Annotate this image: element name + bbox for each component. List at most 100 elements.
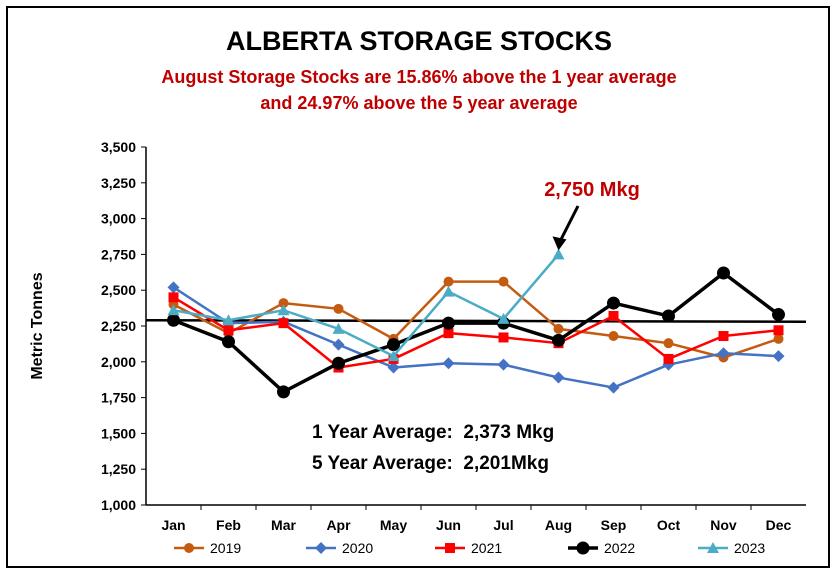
x-tick-label: Jan bbox=[161, 517, 185, 533]
data-point-2022 bbox=[332, 356, 345, 370]
data-point-2021 bbox=[663, 353, 674, 364]
legend-item-2021: 2021 bbox=[435, 540, 502, 556]
callout-arrow-head bbox=[552, 236, 567, 251]
y-tick-label: 3,500 bbox=[101, 139, 136, 155]
x-tick-label: Oct bbox=[657, 517, 681, 533]
data-point-2020 bbox=[607, 381, 620, 394]
data-point-2019 bbox=[498, 276, 509, 287]
data-point-2019 bbox=[443, 276, 454, 287]
data-point-2022 bbox=[607, 296, 620, 310]
data-point-2020 bbox=[552, 371, 565, 384]
data-point-2023 bbox=[497, 312, 510, 324]
data-point-2019 bbox=[773, 333, 784, 344]
x-tick-label: Sep bbox=[601, 517, 627, 533]
callout-label: 2,750 Mkg bbox=[544, 179, 640, 201]
data-point-2020 bbox=[497, 358, 510, 371]
data-point-2021 bbox=[718, 331, 729, 342]
data-point-2022 bbox=[662, 309, 675, 323]
data-point-2023 bbox=[387, 350, 400, 362]
data-point-2022 bbox=[167, 313, 180, 327]
y-tick-label: 1,500 bbox=[101, 425, 136, 441]
chart-series bbox=[167, 248, 785, 399]
x-tick-label: May bbox=[380, 517, 407, 533]
data-point-2023 bbox=[277, 304, 290, 316]
x-tick-label: Feb bbox=[216, 517, 241, 533]
data-point-2023 bbox=[552, 248, 565, 260]
y-tick-label: 1,750 bbox=[101, 390, 136, 406]
data-point-2021 bbox=[443, 328, 454, 339]
x-tick-label: Aug bbox=[545, 517, 572, 533]
data-point-2021 bbox=[223, 325, 234, 336]
data-point-2020 bbox=[167, 281, 180, 294]
legend-marker bbox=[184, 543, 194, 553]
x-tick-label: Jun bbox=[436, 517, 461, 533]
data-point-2021 bbox=[498, 332, 509, 343]
one-year-average-label: 1 Year Average: 2,373 Mkg bbox=[312, 422, 554, 443]
legend-item-2020: 2020 bbox=[306, 540, 373, 556]
y-tick-label: 2,500 bbox=[101, 282, 136, 298]
chart-subtitle-line-1: August Storage Stocks are 15.86% above t… bbox=[161, 67, 677, 87]
data-point-2022 bbox=[717, 266, 730, 280]
chart-frame bbox=[6, 6, 830, 568]
x-tick-label: Nov bbox=[710, 517, 737, 533]
data-point-2022 bbox=[222, 335, 235, 349]
average-reference-line bbox=[145, 319, 807, 323]
y-tick-label: 2,750 bbox=[101, 246, 136, 262]
data-point-2022 bbox=[552, 333, 565, 347]
y-tick-label: 1,000 bbox=[101, 497, 136, 513]
x-tick-label: Dec bbox=[766, 517, 792, 533]
legend-marker bbox=[445, 543, 455, 553]
data-point-2019 bbox=[553, 323, 564, 334]
chart-subtitle-line-2: and 24.97% above the 5 year average bbox=[260, 93, 578, 113]
legend-marker bbox=[707, 542, 719, 553]
chart-annotations: 2,750 Mkg 1 Year Average: 2,373 Mkg 5 Year… bbox=[312, 179, 640, 474]
chart-legend: 2019 2020 2021 2022 2023 bbox=[174, 540, 765, 556]
legend-marker bbox=[576, 541, 590, 555]
reference-line bbox=[145, 319, 807, 323]
legend-label: 2021 bbox=[471, 540, 502, 556]
legend-marker bbox=[315, 542, 327, 554]
data-point-2023 bbox=[332, 322, 345, 334]
data-point-2021 bbox=[278, 318, 289, 329]
data-point-2021 bbox=[773, 325, 784, 336]
data-point-2019 bbox=[608, 331, 619, 342]
series-line-2020 bbox=[172, 286, 779, 389]
data-point-2019 bbox=[333, 303, 344, 314]
series-2023 bbox=[167, 248, 565, 362]
data-point-2022 bbox=[277, 385, 290, 399]
y-tick-label: 1,250 bbox=[101, 461, 136, 477]
legend-label: 2023 bbox=[734, 540, 765, 556]
x-tick-label: Mar bbox=[271, 517, 296, 533]
data-point-2022 bbox=[772, 308, 785, 322]
data-point-2020 bbox=[332, 338, 345, 351]
y-tick-label: 2,250 bbox=[101, 318, 136, 334]
x-tick-label: Jul bbox=[493, 517, 513, 533]
data-point-2019 bbox=[278, 298, 289, 309]
chart-title: ALBERTA STORAGE STOCKS bbox=[225, 26, 613, 56]
series-line-2021 bbox=[172, 296, 779, 369]
y-axis-label: Metric Tonnes bbox=[29, 272, 46, 379]
series-line-2019 bbox=[172, 280, 779, 359]
data-point-2019 bbox=[663, 338, 674, 349]
series-line-2022 bbox=[172, 271, 780, 394]
legend-item-2019: 2019 bbox=[174, 540, 241, 556]
data-point-2021 bbox=[608, 310, 619, 321]
legend-label: 2022 bbox=[604, 540, 635, 556]
legend-item-2022: 2022 bbox=[568, 540, 635, 556]
data-point-2020 bbox=[387, 361, 400, 374]
y-tick-label: 3,250 bbox=[101, 175, 136, 191]
data-point-2020 bbox=[442, 357, 455, 370]
chart-axes: 1,000 1,250 1,500 1,750 2,000 2,250 2,500 2,750… bbox=[29, 139, 806, 533]
legend-label: 2019 bbox=[210, 540, 241, 556]
data-point-2021 bbox=[168, 292, 179, 303]
data-point-2023 bbox=[222, 314, 235, 326]
series-2022 bbox=[167, 266, 785, 399]
y-tick-label: 2,000 bbox=[101, 354, 136, 370]
callout-arrow-shaft bbox=[559, 205, 580, 242]
data-point-2023 bbox=[442, 285, 455, 297]
legend-label: 2020 bbox=[342, 540, 373, 556]
data-point-2020 bbox=[717, 347, 730, 360]
data-point-2022 bbox=[442, 316, 455, 330]
data-point-2020 bbox=[772, 350, 785, 363]
